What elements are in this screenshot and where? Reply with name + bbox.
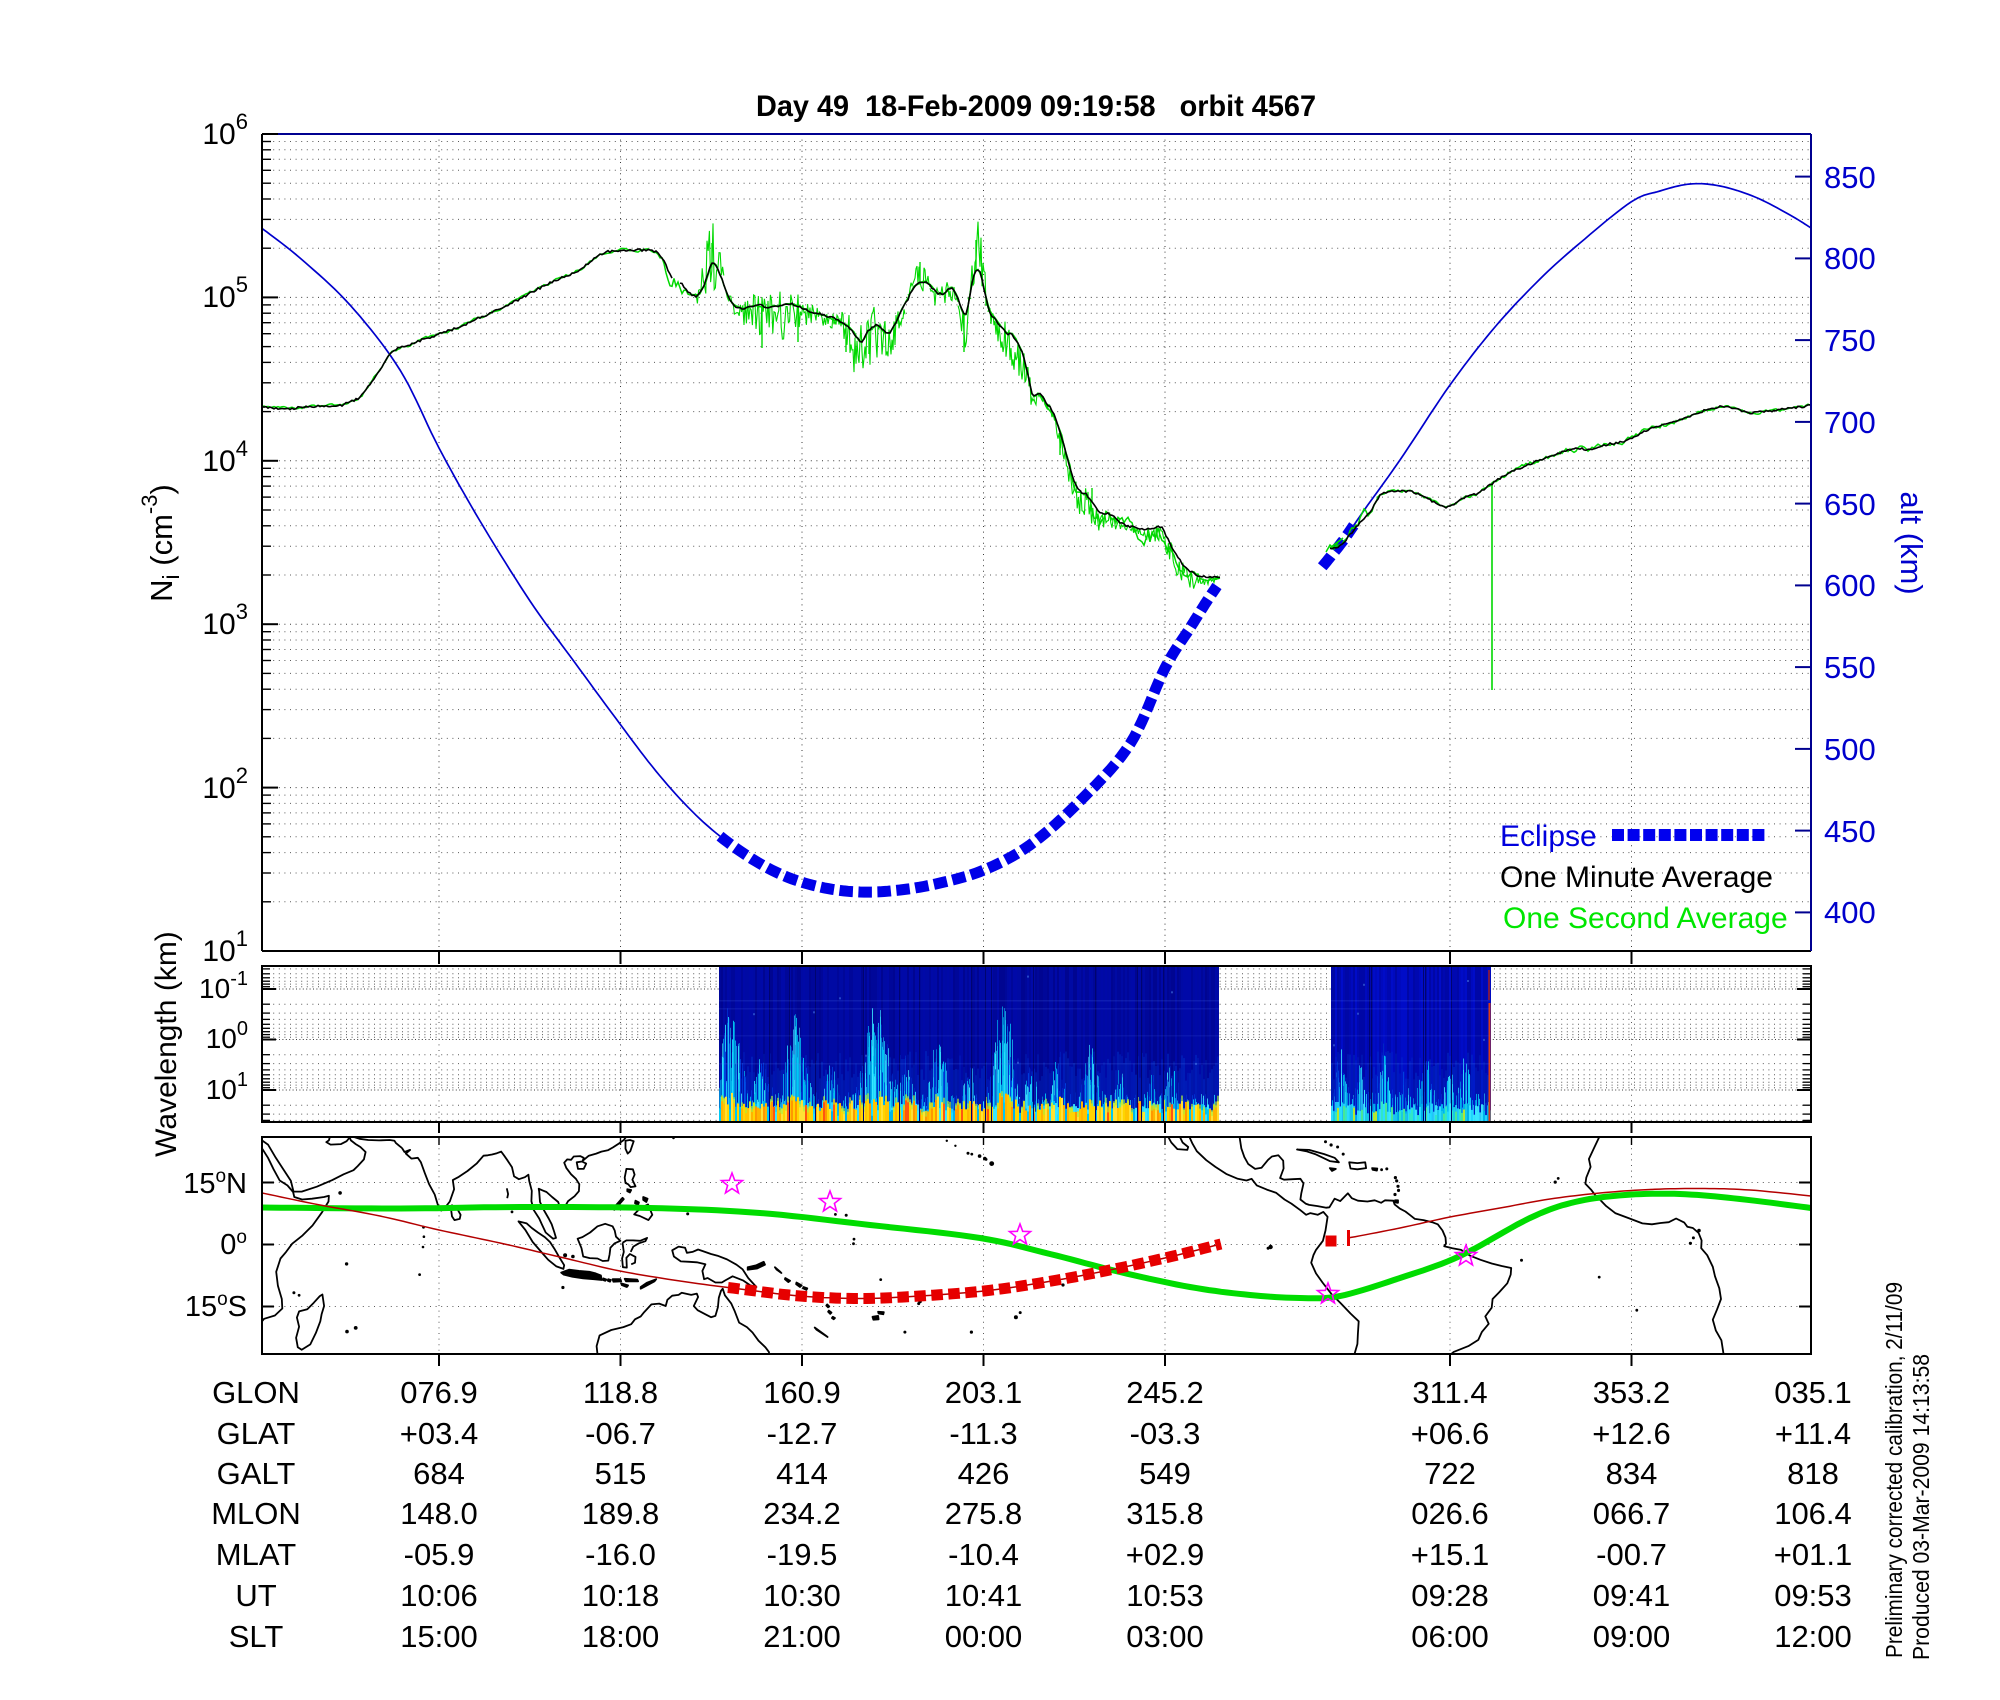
svg-text:03:00: 03:00	[1126, 1619, 1204, 1654]
svg-text:311.4: 311.4	[1412, 1375, 1487, 1410]
svg-text:09:28: 09:28	[1411, 1578, 1489, 1613]
svg-text:-03.3: -03.3	[1130, 1416, 1201, 1451]
svg-text:18:00: 18:00	[582, 1619, 660, 1654]
svg-text:426: 426	[958, 1456, 1010, 1491]
svg-text:15oN: 15oN	[183, 1166, 247, 1200]
svg-text:10:41: 10:41	[945, 1578, 1023, 1613]
svg-text:353.2: 353.2	[1593, 1375, 1671, 1410]
svg-text:500: 500	[1824, 732, 1876, 767]
svg-text:026.6: 026.6	[1411, 1496, 1489, 1531]
svg-text:-12.7: -12.7	[767, 1416, 838, 1451]
svg-text:189.8: 189.8	[582, 1496, 660, 1531]
svg-text:414: 414	[776, 1456, 828, 1491]
svg-text:600: 600	[1824, 568, 1876, 603]
svg-text:549: 549	[1139, 1456, 1191, 1491]
svg-text:UT: UT	[235, 1578, 276, 1613]
svg-text:-06.7: -06.7	[585, 1416, 656, 1451]
svg-text:450: 450	[1824, 814, 1876, 849]
svg-text:alt (km): alt (km)	[1894, 491, 1929, 594]
svg-text:700: 700	[1824, 405, 1876, 440]
svg-text:834: 834	[1606, 1456, 1658, 1491]
svg-text:722: 722	[1424, 1456, 1476, 1491]
svg-text:MLON: MLON	[211, 1496, 301, 1531]
svg-text:275.8: 275.8	[945, 1496, 1023, 1531]
svg-text:MLAT: MLAT	[216, 1537, 296, 1572]
svg-text:-00.7: -00.7	[1596, 1537, 1667, 1572]
svg-text:GALT: GALT	[217, 1456, 296, 1491]
svg-text:12:00: 12:00	[1774, 1619, 1852, 1654]
svg-text:148.0: 148.0	[400, 1496, 478, 1531]
svg-text:800: 800	[1824, 241, 1876, 276]
svg-text:15:00: 15:00	[400, 1619, 478, 1654]
svg-text:Ni (cm-3): Ni (cm-3)	[137, 484, 184, 602]
svg-text:203.1: 203.1	[945, 1375, 1023, 1410]
svg-text:+03.4: +03.4	[400, 1416, 478, 1451]
svg-text:One Second Average: One Second Average	[1503, 902, 1788, 935]
svg-text:245.2: 245.2	[1126, 1375, 1204, 1410]
svg-text:818: 818	[1787, 1456, 1839, 1491]
svg-text:00:00: 00:00	[945, 1619, 1023, 1654]
svg-text:550: 550	[1824, 650, 1876, 685]
svg-text:+12.6: +12.6	[1592, 1416, 1670, 1451]
svg-text:076.9: 076.9	[400, 1375, 478, 1410]
svg-text:Day 49 18-Feb-2009 09:19:58: Day 49 18-Feb-2009 09:19:58 orbit 4567	[756, 90, 1316, 123]
svg-text:684: 684	[413, 1456, 465, 1491]
svg-text:+06.6: +06.6	[1411, 1416, 1489, 1451]
svg-text:515: 515	[595, 1456, 647, 1491]
svg-text:SLT: SLT	[229, 1619, 284, 1654]
svg-text:-19.5: -19.5	[767, 1537, 838, 1572]
svg-text:+02.9: +02.9	[1126, 1537, 1204, 1572]
svg-text:Preliminary corrected calibrat: Preliminary corrected calibration, 2/11/…	[1881, 1282, 1907, 1658]
svg-text:09:41: 09:41	[1593, 1578, 1671, 1613]
svg-text:+15.1: +15.1	[1411, 1537, 1489, 1572]
svg-text:10:18: 10:18	[582, 1578, 660, 1613]
svg-text:10:53: 10:53	[1126, 1578, 1204, 1613]
svg-text:Eclipse: Eclipse	[1500, 820, 1597, 853]
svg-text:850: 850	[1824, 160, 1876, 195]
svg-text:09:00: 09:00	[1593, 1619, 1671, 1654]
svg-text:650: 650	[1824, 487, 1876, 522]
svg-text:10:06: 10:06	[400, 1578, 478, 1613]
svg-text:315.8: 315.8	[1126, 1496, 1204, 1531]
svg-text:-16.0: -16.0	[585, 1537, 656, 1572]
svg-text:15oS: 15oS	[185, 1289, 247, 1323]
svg-text:035.1: 035.1	[1774, 1375, 1852, 1410]
svg-text:400: 400	[1824, 895, 1876, 930]
svg-text:Produced 03-Mar-2009 14:13:58: Produced 03-Mar-2009 14:13:58	[1908, 1354, 1934, 1660]
svg-text:234.2: 234.2	[763, 1496, 841, 1531]
svg-text:118.8: 118.8	[583, 1375, 658, 1410]
svg-text:-11.3: -11.3	[949, 1416, 1017, 1451]
svg-text:GLON: GLON	[212, 1375, 300, 1410]
svg-text:+01.1: +01.1	[1774, 1537, 1852, 1572]
svg-text:066.7: 066.7	[1593, 1496, 1671, 1531]
svg-text:+11.4: +11.4	[1775, 1416, 1851, 1451]
svg-text:06:00: 06:00	[1411, 1619, 1489, 1654]
svg-text:-05.9: -05.9	[404, 1537, 475, 1572]
svg-text:Wavelength (km): Wavelength (km)	[150, 931, 183, 1157]
svg-text:750: 750	[1824, 323, 1876, 358]
svg-text:21:00: 21:00	[763, 1619, 841, 1654]
svg-text:GLAT: GLAT	[217, 1416, 296, 1451]
svg-text:One Minute Average: One Minute Average	[1500, 861, 1773, 894]
svg-text:09:53: 09:53	[1774, 1578, 1852, 1613]
svg-text:160.9: 160.9	[763, 1375, 841, 1410]
svg-text:10:30: 10:30	[763, 1578, 841, 1613]
svg-text:-10.4: -10.4	[948, 1537, 1019, 1572]
svg-text:106.4: 106.4	[1774, 1496, 1852, 1531]
